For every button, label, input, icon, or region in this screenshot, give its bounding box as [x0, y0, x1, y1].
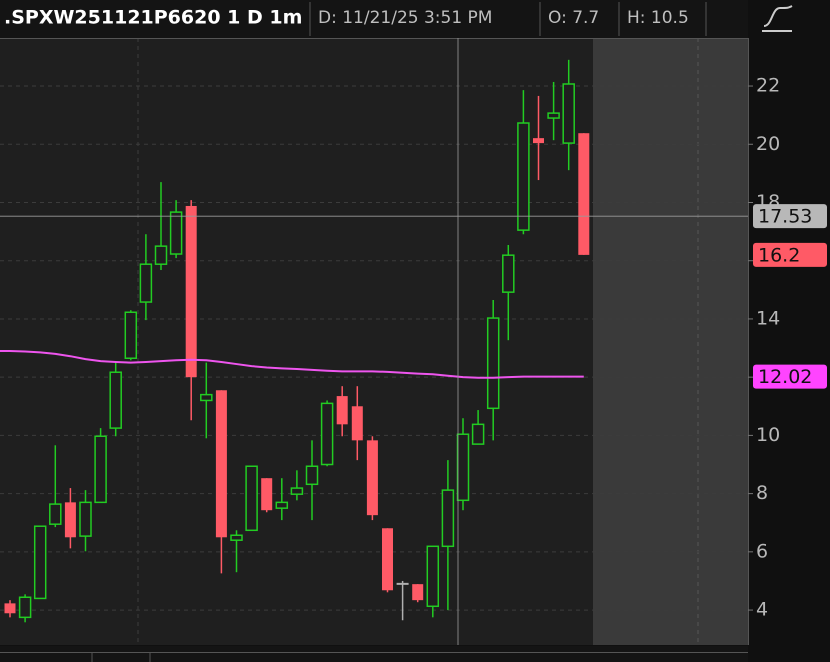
- body: [169, 211, 183, 255]
- body: [412, 584, 424, 601]
- body: [351, 406, 363, 441]
- marks: [0, 59, 748, 623]
- body: [533, 138, 544, 144]
- body: [215, 390, 227, 538]
- body: [336, 396, 348, 425]
- body: [562, 83, 575, 144]
- body: [261, 478, 273, 511]
- body: [502, 254, 515, 293]
- body: [517, 122, 530, 231]
- y-tick-label: 22: [756, 75, 780, 97]
- body: [4, 603, 16, 614]
- body: [109, 371, 122, 429]
- y-tick-label: 20: [756, 133, 780, 155]
- body: [245, 465, 258, 532]
- symbol: .SPXW251121P6620 1 D 1m: [4, 7, 302, 29]
- body: [154, 245, 168, 265]
- y-tick-label: 6: [756, 540, 768, 562]
- last-price-label: 16.2: [758, 244, 800, 266]
- body: [18, 596, 32, 619]
- y-tick-label: 14: [756, 307, 780, 329]
- body: [305, 465, 319, 486]
- body: [230, 534, 243, 541]
- y-tick-label: 8: [756, 482, 768, 504]
- ma-price-label-box: [753, 364, 827, 389]
- body: [94, 435, 107, 504]
- high-field: H: 10.5: [627, 8, 689, 28]
- open-field: O: 7.7: [548, 8, 599, 28]
- study-icon[interactable]: [762, 5, 793, 32]
- body: [441, 489, 455, 548]
- body: [382, 528, 393, 591]
- time-axis: [0, 646, 748, 662]
- body: [547, 112, 560, 119]
- body: [456, 433, 470, 502]
- crosshair-price-label-box: [753, 204, 827, 229]
- body: [426, 545, 440, 608]
- grid: [0, 85, 753, 611]
- body: [200, 393, 213, 402]
- moving-average: [0, 349, 584, 379]
- y-tick-label: 10: [756, 424, 780, 446]
- icon-curve: [763, 5, 793, 27]
- body: [290, 487, 304, 495]
- body: [64, 502, 76, 538]
- body: [471, 423, 485, 445]
- ma-price-label: 12.02: [758, 366, 812, 388]
- body: [486, 317, 500, 410]
- body: [124, 311, 138, 359]
- body: [79, 501, 92, 537]
- body: [139, 263, 153, 303]
- body: [320, 402, 334, 466]
- body: [366, 440, 378, 516]
- body: [49, 503, 62, 525]
- last-price-label-box: [753, 242, 827, 267]
- body: [33, 525, 47, 600]
- body: [185, 205, 197, 378]
- date-field: D: 11/21/25 3:51 PM: [318, 8, 492, 28]
- future-area: [593, 38, 748, 645]
- y-tick-label: 4: [756, 599, 768, 621]
- body: [275, 501, 289, 509]
- crosshair-price-label: 17.53: [758, 206, 812, 228]
- body: [578, 133, 590, 255]
- header-bar: [0, 0, 748, 38]
